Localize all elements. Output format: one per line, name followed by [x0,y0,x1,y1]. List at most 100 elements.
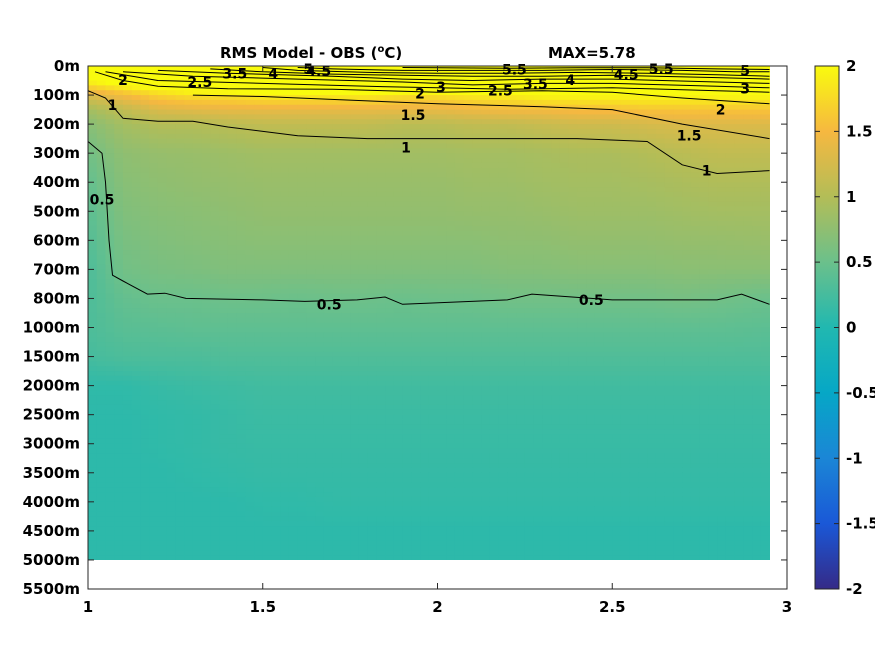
heatmap-cell [201,371,211,377]
heatmap-cell [699,114,709,120]
heatmap-cell [690,90,701,96]
heatmap-cell [332,303,342,309]
heatmap-cell [192,303,203,309]
heatmap-cell [140,182,150,188]
heatmap-cell [533,269,543,275]
heatmap-cell [481,133,491,140]
heatmap-cell [393,216,404,222]
heatmap-cell [131,104,142,111]
heatmap-cell [122,66,133,72]
heatmap-cell [542,196,552,203]
heatmap-cell [341,332,351,338]
heatmap-cell [184,274,194,280]
heatmap-cell [88,312,98,319]
heatmap-cell [559,196,570,203]
heatmap-cell [620,191,631,198]
heatmap-cell [157,109,168,116]
heatmap-cell [96,158,107,164]
heatmap-cell [629,119,640,125]
heatmap-cell [682,196,692,203]
heatmap-cell [332,371,342,377]
heatmap-cell [620,211,631,217]
heatmap-cell [411,245,421,251]
heatmap-cell [350,259,360,266]
heatmap-cell [96,225,107,232]
heatmap-cell [306,182,316,188]
heatmap-cell [603,225,613,232]
heatmap-cell [227,66,238,72]
heatmap-cell [420,104,430,111]
heatmap-cell [297,99,308,106]
heatmap-cell [542,220,552,227]
heatmap-cell [463,99,474,106]
heatmap-cell [489,114,500,120]
heatmap-cell [638,250,648,256]
heatmap-cell [725,312,736,319]
heatmap-cell [323,327,334,333]
heatmap-cell [638,264,648,270]
heatmap-cell [122,216,133,222]
heatmap-cell [192,211,203,217]
heatmap-cell [437,342,447,348]
heatmap-cell [411,298,421,304]
heatmap-cell [472,346,482,353]
heatmap-cell [542,211,552,217]
heatmap-cell [743,322,753,329]
heatmap-cell [358,356,369,362]
heatmap-cell [114,182,124,188]
heatmap-cell [306,206,316,212]
heatmap-cell [149,206,159,212]
heatmap-cell [323,119,334,125]
heatmap-cell [341,342,351,348]
heatmap-cell [88,361,98,367]
heatmap-cell [507,162,517,169]
heatmap-cell [734,346,744,353]
heatmap-cell [655,254,666,261]
heatmap-cell [140,143,150,149]
heatmap-cell [166,279,176,285]
heatmap-cell [577,128,587,135]
heatmap-cell [647,182,657,188]
heatmap-cell [367,342,377,348]
heatmap-cell [245,298,255,304]
heatmap-cell [122,114,133,120]
heatmap-cell [428,124,439,130]
heatmap-cell [96,342,107,348]
heatmap-cell [516,351,526,358]
heatmap-cell [306,235,316,241]
heatmap-cell [655,298,666,304]
heatmap-cell [297,346,308,353]
heatmap-cell [516,172,526,178]
heatmap-cell [271,361,281,367]
heatmap-cell [629,312,640,319]
heatmap-cell [446,346,456,353]
heatmap-cell [516,148,526,154]
heatmap-cell [411,177,421,183]
heatmap-cell [341,322,351,329]
heatmap-cell [393,95,404,101]
heatmap-cell [271,322,281,329]
heatmap-cell [219,114,229,120]
heatmap-cell [463,245,474,251]
heatmap-cell [393,342,404,348]
heatmap-cell [673,346,683,353]
heatmap-cell [323,264,334,270]
heatmap-cell [568,104,578,111]
heatmap-cell [323,303,334,309]
heatmap-cell [463,337,474,343]
heatmap-cell [280,293,290,300]
heatmap-cell [489,216,500,222]
heatmap-cell [245,124,255,130]
heatmap-cell [428,75,439,82]
heatmap-cell [323,162,334,169]
heatmap-cell [376,254,386,261]
heatmap-cell [201,216,211,222]
heatmap-cell [708,206,718,212]
heatmap-cell [210,133,220,140]
heatmap-cell [612,148,622,154]
heatmap-cell [341,279,351,285]
heatmap-cell [192,167,203,174]
heatmap-cell [647,114,657,120]
heatmap-cell [420,288,430,295]
heatmap-cell [420,109,430,116]
